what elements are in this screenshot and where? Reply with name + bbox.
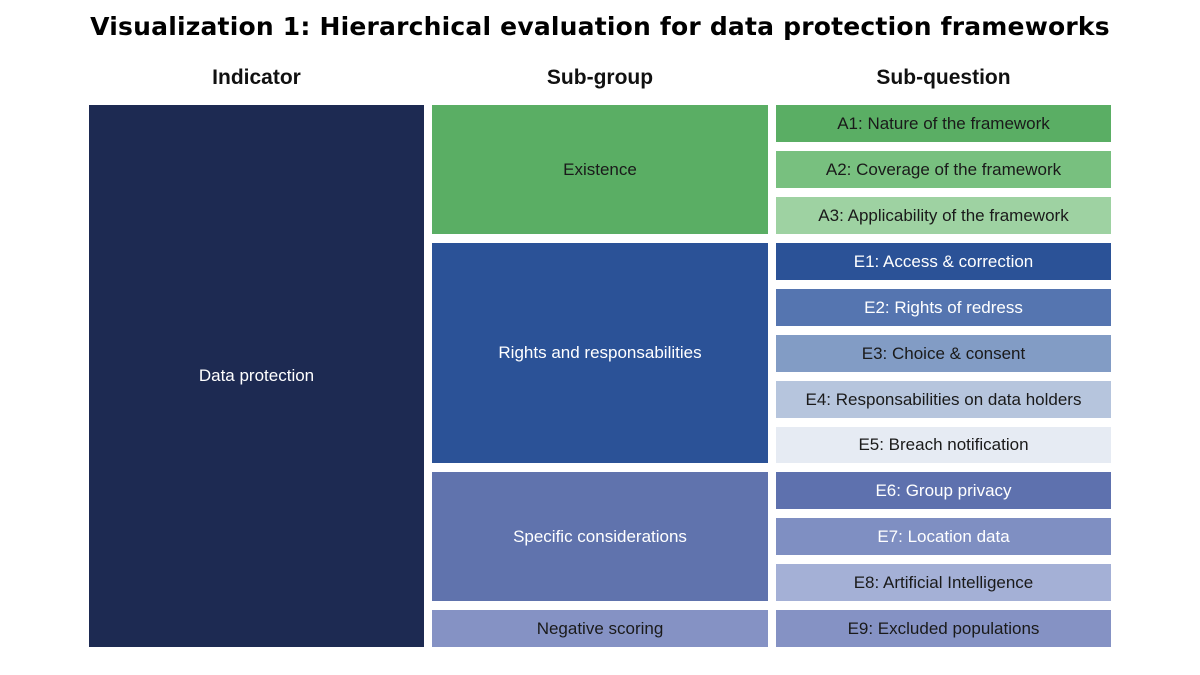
- indicator-label: Data protection: [198, 366, 315, 385]
- subgroup-label: Negative scoring: [536, 618, 664, 638]
- subquestion-box-e5: E5: Breach notification: [776, 427, 1111, 463]
- diagram-title: Visualization 1: Hierarchical evaluation…: [90, 12, 1110, 41]
- subquestion-box-e7: E7: Location data: [776, 518, 1111, 555]
- subquestion-label: A2: Coverage of the framework: [825, 159, 1062, 179]
- subquestion-label: E7: Location data: [877, 526, 1010, 546]
- subquestion-box-a1: A1: Nature of the framework: [776, 105, 1111, 142]
- subgroup-box-rights: Rights and responsabilities: [432, 243, 768, 463]
- subquestion-label: E4: Responsabilities on data holders: [805, 389, 1082, 409]
- subquestion-label: A3: Applicability of the framework: [818, 205, 1069, 225]
- subgroup-column-header: Sub-group: [546, 66, 654, 89]
- subgroup-box-specific: Specific considerations: [432, 472, 768, 601]
- subquestion-box-a3: A3: Applicability of the framework: [776, 197, 1111, 234]
- subquestion-label: E2: Rights of redress: [864, 297, 1023, 317]
- subgroup-box-existence: Existence: [432, 105, 768, 234]
- subquestion-box-e4: E4: Responsabilities on data holders: [776, 381, 1111, 418]
- subgroup-box-negative: Negative scoring: [432, 610, 768, 647]
- indicator-column-header: Indicator: [212, 66, 301, 89]
- subquestion-box-e2: E2: Rights of redress: [776, 289, 1111, 326]
- subquestion-label: E5: Breach notification: [858, 435, 1029, 454]
- subgroup-label: Existence: [563, 159, 637, 179]
- subquestion-box-e3: E3: Choice & consent: [776, 335, 1111, 372]
- subquestion-label: E8: Artificial Intelligence: [853, 572, 1034, 592]
- indicator-box: Data protection: [89, 105, 424, 647]
- subquestion-box-e8: E8: Artificial Intelligence: [776, 564, 1111, 601]
- subgroup-label: Rights and responsabilities: [498, 343, 702, 362]
- subquestion-label: E1: Access & correction: [853, 251, 1034, 271]
- subquestion-box-e1: E1: Access & correction: [776, 243, 1111, 280]
- subgroup-label: Specific considerations: [513, 526, 687, 546]
- subquestion-label: E6: Group privacy: [875, 480, 1012, 500]
- subquestion-box-e9: E9: Excluded populations: [776, 610, 1111, 647]
- subquestion-label: A1: Nature of the framework: [837, 113, 1050, 133]
- subquestion-column-header: Sub-question: [876, 66, 1011, 89]
- subquestion-box-a2: A2: Coverage of the framework: [776, 151, 1111, 188]
- subquestion-box-e6: E6: Group privacy: [776, 472, 1111, 509]
- subquestion-label: E9: Excluded populations: [847, 618, 1040, 638]
- subquestion-label: E3: Choice & consent: [861, 343, 1026, 363]
